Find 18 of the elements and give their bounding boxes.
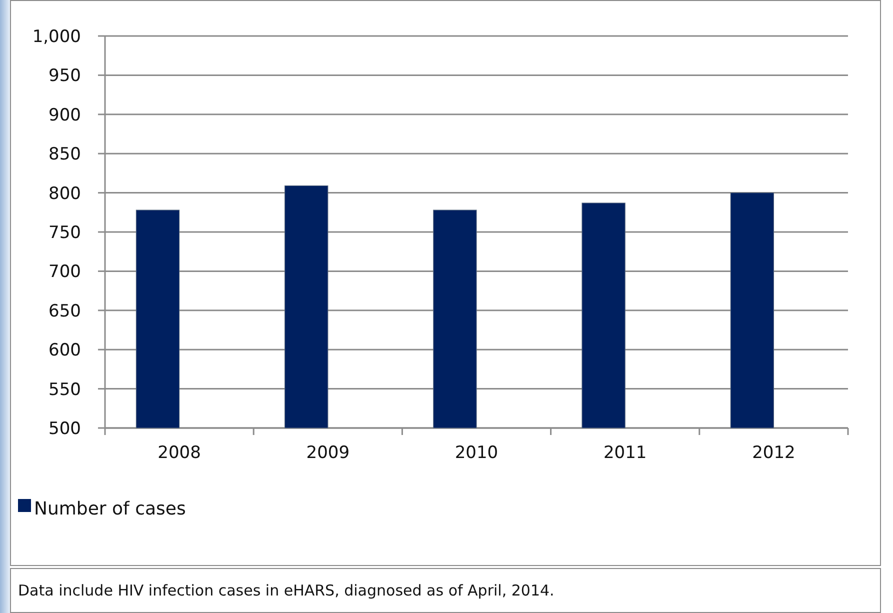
x-tick-label: 2010: [454, 443, 498, 463]
x-tick-label: 2011: [603, 443, 647, 463]
y-tick-label: 600: [48, 340, 81, 361]
y-tick-label: 550: [48, 380, 81, 400]
y-tick-label: 1,000: [32, 26, 81, 47]
x-tick-label: 2012: [752, 443, 796, 463]
x-tick-label: 2008: [158, 443, 201, 463]
y-tick-label: 850: [48, 144, 81, 165]
x-tick-label: 2009: [306, 443, 350, 463]
y-tick-label: 800: [48, 184, 81, 204]
y-tick-label: 950: [48, 66, 81, 86]
y-tick-label: 750: [48, 222, 81, 243]
y-tick-label: 900: [48, 105, 81, 126]
y-tick-label: 500: [48, 418, 81, 439]
text: Data include HIV infection cases in eHARS, diagnosed as of April, 2014.: [18, 581, 554, 600]
y-tick-label: 700: [48, 262, 81, 282]
legend-label: Number of cases: [34, 498, 186, 520]
y-tick-label: 650: [48, 301, 81, 322]
